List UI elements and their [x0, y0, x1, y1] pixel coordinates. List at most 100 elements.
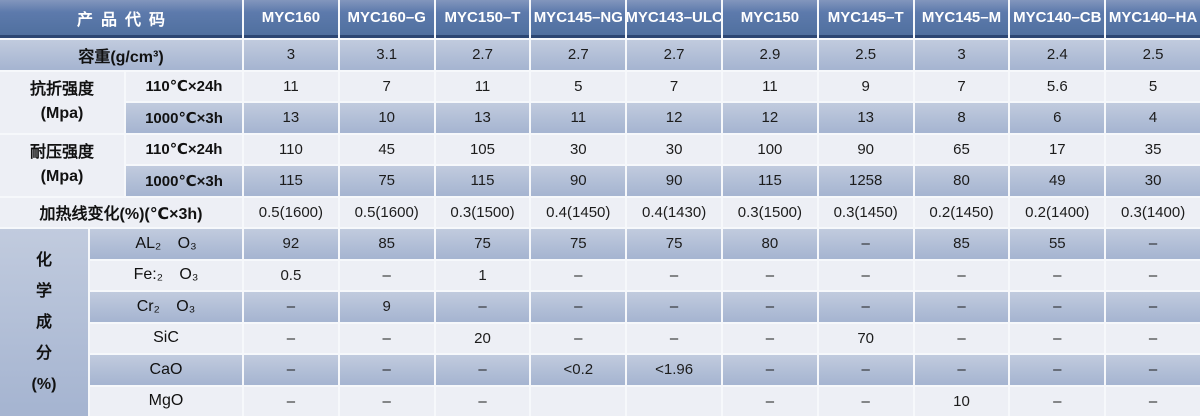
product-code-header: MYC140–HA: [1106, 0, 1200, 38]
data-cell: [531, 386, 626, 416]
data-cell: 85: [914, 229, 1009, 259]
data-cell: –: [244, 386, 338, 416]
data-cell: 10: [914, 386, 1009, 416]
data-cell: –: [339, 323, 434, 353]
data-cell: 30: [627, 134, 721, 164]
data-cell: –: [1010, 260, 1105, 290]
data-cell: –: [914, 355, 1009, 385]
data-cell: 30: [1106, 166, 1200, 196]
data-cell: –: [531, 292, 626, 322]
data-cell: –: [914, 292, 1009, 322]
data-cell: 9: [818, 71, 913, 101]
data-cell: 2.7: [435, 40, 530, 70]
row-label-mgo: MgO: [90, 386, 242, 416]
data-cell: –: [818, 229, 913, 259]
group-label-compressive_strength: 耐压强度 (Mpa): [0, 134, 124, 196]
data-cell: 49: [1010, 166, 1105, 196]
group-label-line: (Mpa): [40, 105, 84, 122]
data-cell: 3.1: [339, 40, 434, 70]
data-cell: 5.6: [1010, 71, 1105, 101]
data-cell: –: [435, 355, 530, 385]
data-cell: 12: [723, 103, 817, 133]
group-label-char: 成: [35, 314, 52, 331]
data-cell: 65: [914, 134, 1009, 164]
data-cell: <1.96: [627, 355, 721, 385]
data-cell: 100: [723, 134, 817, 164]
row-label-cr2o3: Cr₂ O₃: [90, 292, 242, 322]
data-cell: 30: [531, 134, 626, 164]
data-cell: 0.4(1450): [531, 197, 626, 227]
data-cell: –: [339, 386, 434, 416]
data-cell: –: [627, 260, 721, 290]
data-cell: 2.5: [1106, 40, 1200, 70]
data-cell: –: [723, 260, 817, 290]
group-label-line: 耐压强度: [29, 144, 94, 161]
data-cell: 10: [339, 103, 434, 133]
data-cell: –: [435, 292, 530, 322]
group-label-char: 学: [35, 283, 52, 300]
data-cell: 75: [435, 229, 530, 259]
product-code-header: MYC150: [723, 0, 817, 38]
data-cell: –: [1010, 355, 1105, 385]
data-cell: 85: [339, 229, 434, 259]
group-label-char: (%): [31, 376, 57, 393]
data-cell: 7: [339, 71, 434, 101]
row-label-cao: CaO: [90, 355, 242, 385]
data-cell: 13: [818, 103, 913, 133]
data-cell: –: [1010, 386, 1105, 416]
condition-label-flexural_1000c_3h: 1000℃×3h: [126, 103, 242, 133]
data-cell: 7: [627, 71, 721, 101]
data-cell: –: [723, 292, 817, 322]
data-cell: 5: [1106, 71, 1200, 101]
data-cell: –: [1106, 292, 1200, 322]
data-cell: –: [244, 323, 338, 353]
row-label-fe2o3: Fe:₂ O₃: [90, 260, 242, 290]
data-cell: 0.5: [244, 260, 338, 290]
data-cell: –: [818, 386, 913, 416]
data-cell: 9: [339, 292, 434, 322]
data-cell: 115: [435, 166, 530, 196]
data-cell: 0.3(1450): [818, 197, 913, 227]
data-cell: 80: [723, 229, 817, 259]
data-cell: 115: [244, 166, 338, 196]
data-cell: 13: [244, 103, 338, 133]
group-label-char: 分: [35, 345, 52, 362]
data-cell: 20: [435, 323, 530, 353]
data-cell: 11: [531, 103, 626, 133]
data-cell: 2.7: [627, 40, 721, 70]
product-code-header: MYC145–T: [818, 0, 913, 38]
data-cell: 2.9: [723, 40, 817, 70]
data-cell: 2.4: [1010, 40, 1105, 70]
data-cell: 3: [244, 40, 338, 70]
product-code-header: MYC150–T: [435, 0, 530, 38]
data-cell: 0.3(1500): [435, 197, 530, 227]
data-cell: –: [818, 355, 913, 385]
data-cell: 110: [244, 134, 338, 164]
data-cell: 0.3(1400): [1106, 197, 1200, 227]
product-code-header: MYC145–M: [914, 0, 1009, 38]
data-cell: 75: [531, 229, 626, 259]
data-cell: 2.7: [531, 40, 626, 70]
data-cell: –: [914, 323, 1009, 353]
row-label-sic: SiC: [90, 323, 242, 353]
data-cell: 8: [914, 103, 1009, 133]
data-cell: –: [531, 323, 626, 353]
data-cell: –: [339, 355, 434, 385]
data-cell: 3: [914, 40, 1009, 70]
data-cell: –: [1106, 323, 1200, 353]
data-cell: 75: [339, 166, 434, 196]
data-cell: 92: [244, 229, 338, 259]
data-cell: 115: [723, 166, 817, 196]
group-label-line: 抗折强度: [29, 81, 94, 98]
data-cell: 75: [627, 229, 721, 259]
data-cell: –: [818, 260, 913, 290]
data-cell: 0.3(1500): [723, 197, 817, 227]
product-code-header: MYC140–CB: [1010, 0, 1105, 38]
data-cell: 0.2(1450): [914, 197, 1009, 227]
group-label-chemical_composition: 化学成分 (%): [0, 229, 88, 416]
condition-label-compressive_1000c_3h: 1000℃×3h: [126, 166, 242, 196]
group-label-flexural_strength: 抗折强度 (Mpa): [0, 71, 124, 133]
data-cell: 0.4(1430): [627, 197, 721, 227]
data-cell: [627, 386, 721, 416]
row-label-density: 容重(g/cm³): [0, 40, 242, 70]
